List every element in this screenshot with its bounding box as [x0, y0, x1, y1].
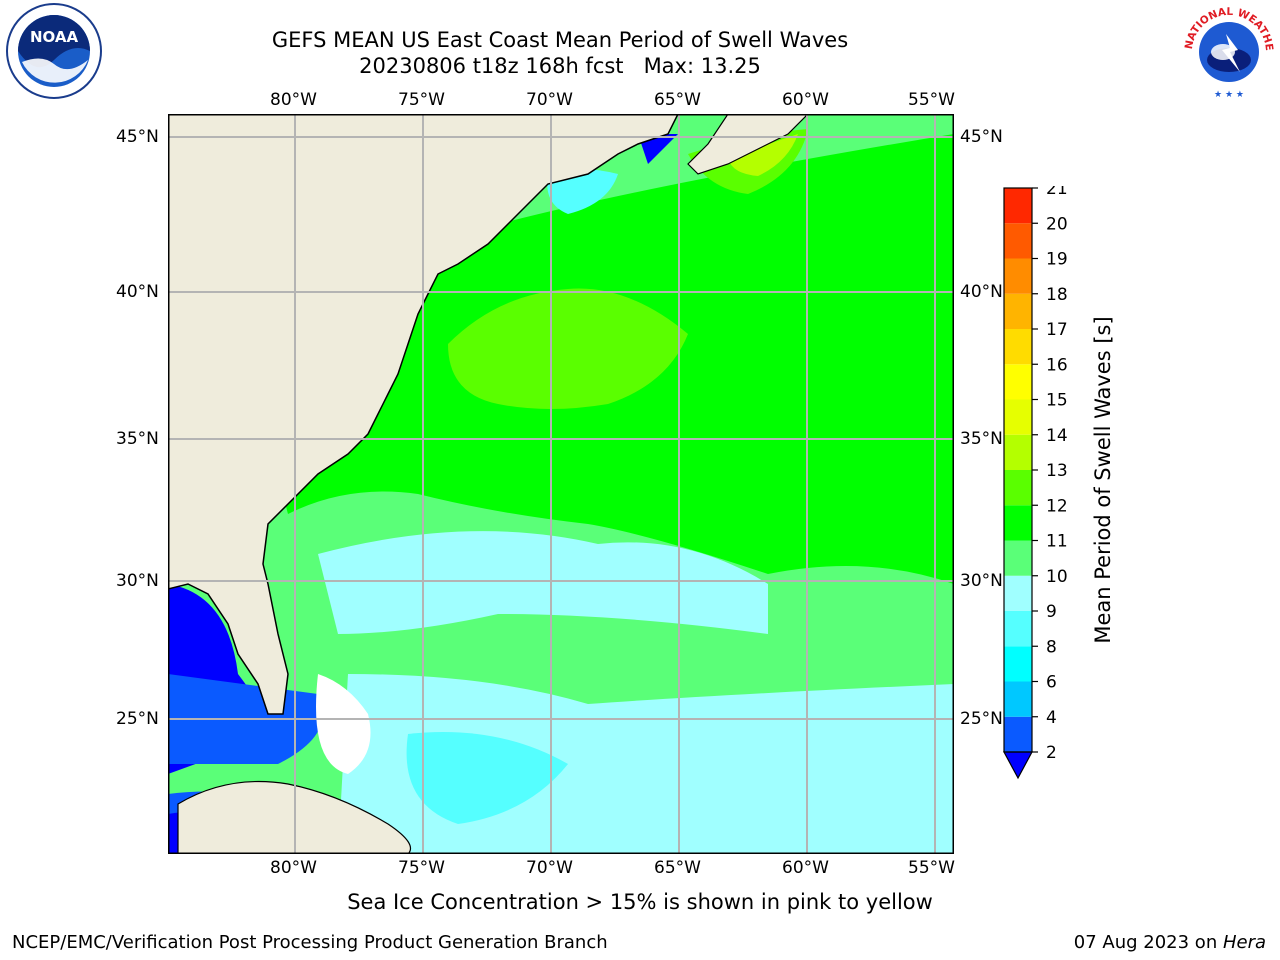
lon-label-bottom: 65°W — [654, 858, 701, 878]
colorbar-title: Mean Period of Swell Waves [s] — [1091, 316, 1115, 643]
credit-host: Hera — [1222, 932, 1266, 953]
lat-label-right: 25°N — [960, 709, 1003, 729]
colorbar-segment — [1004, 611, 1032, 647]
lon-label-bottom: 70°W — [526, 858, 573, 878]
lat-label-left: 25°N — [116, 709, 159, 729]
credit-date: 07 Aug 2023 on Hera — [1074, 932, 1266, 953]
credit-branch: NCEP/EMC/Verification Post Processing Pr… — [12, 932, 608, 953]
lon-label-top: 60°W — [782, 90, 829, 110]
lon-label-bottom: 80°W — [270, 858, 317, 878]
colorbar: 2 4 6 8 9 10 11 12 13 14 15 16 17 18 19 20 21 — [998, 179, 1128, 786]
colorbar-segment — [1004, 434, 1032, 470]
colorbar-tick-label: 11 — [1046, 532, 1068, 552]
field-9s — [318, 531, 768, 634]
colorbar-segment — [1004, 293, 1032, 329]
colorbar-segment — [1004, 188, 1032, 224]
lat-label-left: 35°N — [116, 429, 159, 449]
colorbar-svg: 2 4 6 8 9 10 11 12 13 14 15 16 17 18 19 20 21 — [1002, 179, 1068, 780]
lat-label-left: 40°N — [116, 282, 159, 302]
lon-label-bottom: 60°W — [782, 858, 829, 878]
colorbar-tick-label: 16 — [1046, 355, 1068, 375]
colorbar-tick-label: 15 — [1046, 391, 1068, 411]
colorbar-segment — [1004, 364, 1032, 400]
map-frame — [168, 114, 954, 854]
lon-label-top: 65°W — [654, 90, 701, 110]
colorbar-segment — [1004, 505, 1032, 541]
colorbar-segment — [1004, 470, 1032, 506]
lon-label-top: 55°W — [908, 90, 955, 110]
colorbar-segment — [1004, 399, 1032, 435]
lat-label-left: 45°N — [116, 127, 159, 147]
colorbar-tick-label: 21 — [1046, 186, 1068, 199]
colorbar-segment — [1004, 540, 1032, 576]
svg-text:Mean Period of Swell Waves [s]: Mean Period of Swell Waves [s] — [1091, 316, 1115, 643]
colorbar-tick-label: 13 — [1046, 461, 1068, 481]
colorbar-tick-label: 17 — [1046, 320, 1068, 340]
colorbar-tick-label: 9 — [1046, 602, 1057, 622]
colorbar-under-arrow — [1002, 751, 1034, 780]
graticule — [168, 114, 954, 854]
colorbar-tick-label: 2 — [1046, 743, 1057, 763]
field-8s — [406, 732, 568, 824]
colorbar-segment — [1004, 258, 1032, 294]
lon-label-top: 75°W — [398, 90, 445, 110]
lon-label-top: 70°W — [526, 90, 573, 110]
colorbar-segment — [1004, 329, 1032, 365]
lat-label-right: 30°N — [960, 571, 1003, 591]
bahamas-bank — [316, 674, 371, 774]
colorbar-tick-label: 10 — [1046, 567, 1068, 587]
colorbar-segment — [1004, 646, 1032, 682]
noaa-logo-text: NOAA — [30, 28, 79, 46]
swell-period-map — [168, 114, 954, 854]
lon-label-top: 80°W — [270, 90, 317, 110]
map-panel[interactable] — [168, 114, 954, 854]
colorbar-tick-label: 6 — [1046, 673, 1057, 693]
colorbar-tick-label: 12 — [1046, 496, 1068, 516]
lon-label-bottom: 75°W — [398, 858, 445, 878]
land-nova-scotia — [687, 114, 809, 175]
colorbar-tick-label: 14 — [1046, 426, 1068, 446]
credit-date-text: 07 Aug 2023 on — [1073, 932, 1223, 953]
field-13s — [728, 134, 798, 176]
lat-label-right: 40°N — [960, 282, 1003, 302]
colorbar-segment — [1004, 223, 1032, 259]
sea-ice-note: Sea Ice Concentration > 15% is shown in … — [347, 890, 933, 914]
field-12s — [448, 288, 688, 409]
colorbar-tick-label: 4 — [1046, 708, 1057, 728]
colorbar-tick-label: 19 — [1046, 250, 1068, 270]
colorbar-tick-label: 18 — [1046, 285, 1068, 305]
colorbar-tick-label: 8 — [1046, 637, 1057, 657]
colorbar-segment — [1004, 575, 1032, 611]
chart-title: GEFS MEAN US East Coast Mean Period of S… — [271, 28, 849, 52]
colorbar-tick-label: 20 — [1046, 214, 1068, 234]
colorbar-segment — [1004, 716, 1032, 752]
lat-label-right: 35°N — [960, 429, 1003, 449]
lat-label-right: 45°N — [960, 127, 1003, 147]
chart-subtitle: 20230806 t18z 168h fcst Max: 13.25 — [359, 54, 761, 78]
colorbar-segment — [1004, 681, 1032, 717]
noaa-logo: NOAA — [6, 3, 102, 99]
svg-text:★ ★ ★: ★ ★ ★ — [1214, 90, 1244, 100]
lat-label-left: 30°N — [116, 571, 159, 591]
lon-label-bottom: 55°W — [908, 858, 955, 878]
nws-logo: NATIONAL WEATHER SERVICE ★ ★ ★ — [1178, 0, 1275, 100]
